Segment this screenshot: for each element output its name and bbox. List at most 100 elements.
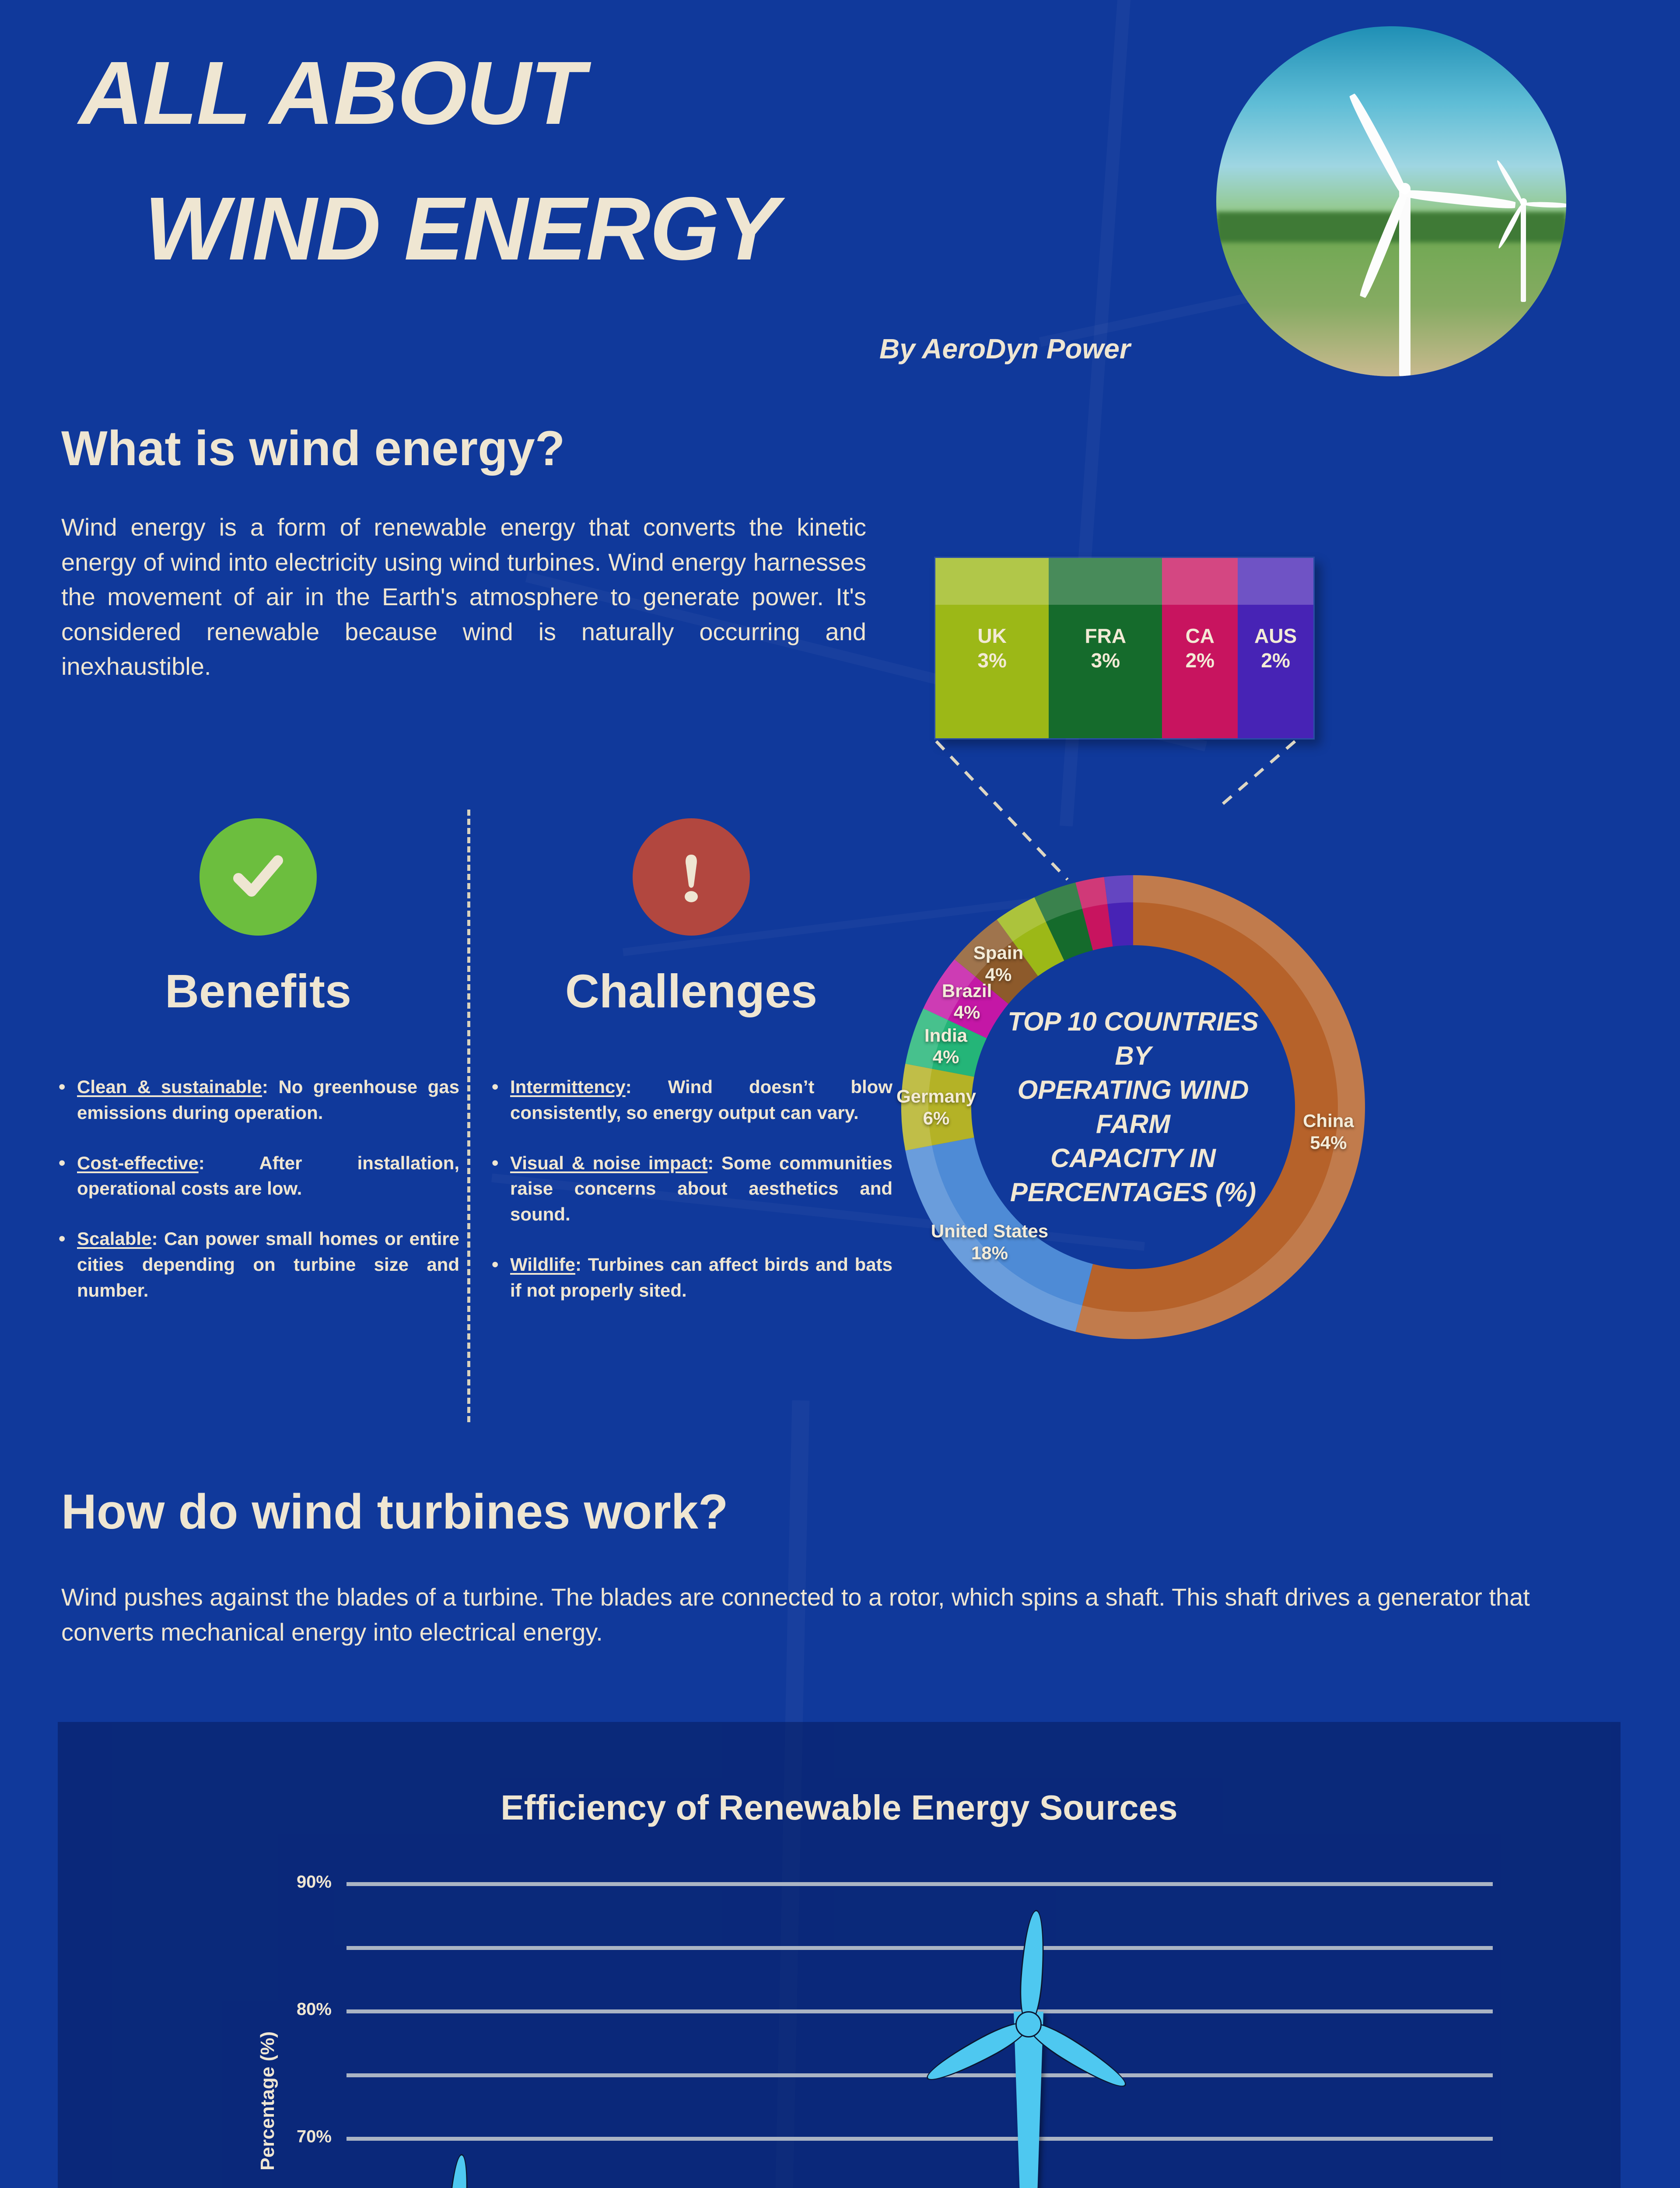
list-item-text: : Some communities raise concerns about … xyxy=(510,1152,892,1225)
donut-slice-label-value: 54% xyxy=(1310,1132,1347,1153)
check-icon xyxy=(200,818,317,936)
callout-segment-name: UK xyxy=(977,624,1007,647)
page-title-line-1: ALL ABOUT xyxy=(79,43,585,143)
list-item: Visual & noise impact: Some communities … xyxy=(490,1150,892,1227)
list-item-term: Intermittency xyxy=(510,1076,626,1097)
callout-segment: CA 2% xyxy=(1162,558,1238,738)
donut-slice-label-name: Brazil xyxy=(942,980,992,1001)
donut-slice-highlight xyxy=(954,919,1013,977)
challenges-heading: Challenges xyxy=(565,964,818,1017)
callout-segment-value: 2% xyxy=(1185,649,1215,672)
efficiency-plot-area: 0%10%20%30%40%50%60%70%80%90%WindSolarHy… xyxy=(297,1872,1493,2188)
donut-slice xyxy=(923,959,1008,1038)
list-item: Wildlife: Turbines can affect birds and … xyxy=(490,1251,892,1304)
column-divider xyxy=(467,810,470,1422)
donut-slice xyxy=(1075,875,1365,1339)
list-item-text: : No greenhouse gas emissions during ope… xyxy=(77,1076,460,1123)
list-item-text: : After installation, operational costs … xyxy=(77,1152,459,1199)
list-item: Clean & sustainable: No greenhouse gas e… xyxy=(57,1073,460,1126)
list-item-text: : Turbines can affect birds and bats if … xyxy=(510,1254,892,1301)
turbine-blade xyxy=(446,2153,471,2188)
header: ALL ABOUT WIND ENERGY By AeroDyn Power xyxy=(0,0,1680,420)
donut-slice-label: United States 18% xyxy=(931,1220,1048,1263)
how-paragraph: Wind pushes against the blades of a turb… xyxy=(61,1583,1530,1646)
donut-chart-top-countries: TOP 10 COUNTRIES BY OPERATING WIND FARM CA… xyxy=(892,792,1374,1422)
donut-callout-bar-chart: UK 3% FRA 3% CA 2% AUS 2% xyxy=(934,557,1315,740)
list-item: Scalable: Can power small homes or entir… xyxy=(57,1225,459,1303)
donut-slice xyxy=(997,897,1064,976)
list-item-text: : Can power small homes or entire cities… xyxy=(77,1228,459,1301)
callout-segment: AUS 2% xyxy=(1238,558,1313,738)
donut-center-line: OPERATING WIND FARM xyxy=(1017,1075,1249,1139)
donut-slice-label-name: Spain xyxy=(973,942,1024,963)
list-item-term: Scalable xyxy=(77,1228,152,1249)
callout-segment-value: 3% xyxy=(1091,649,1120,672)
donut-slice xyxy=(954,919,1038,1004)
donut-center-line: PERCENTAGES (%) xyxy=(1010,1178,1256,1207)
efficiency-chart-title: Efficiency of Renewable Energy Sources xyxy=(500,1788,1178,1827)
challenges-column: Challenges Intermittency: Wind doesn’t b… xyxy=(490,818,892,1328)
donut-slice-highlight xyxy=(1075,877,1108,909)
donut-center-title: TOP 10 COUNTRIES BY OPERATING WIND FARM CA… xyxy=(998,1005,1269,1210)
donut-center-line: CAPACITY IN xyxy=(1050,1143,1216,1173)
donut-slice-highlight xyxy=(905,1145,1082,1332)
callout-segment-value: 3% xyxy=(977,649,1007,672)
byline: By AeroDyn Power xyxy=(879,333,1130,365)
list-item-text: : Wind doesn’t blow consistently, so ene… xyxy=(510,1076,892,1123)
gridline: 80% xyxy=(297,1946,1493,2019)
y-axis-tick: 70% xyxy=(296,2127,332,2146)
turbine-hub xyxy=(1015,2011,1042,2038)
hero-wind-farm-image xyxy=(1216,26,1566,376)
section-heading-how-turbines-work: How do wind turbines work? xyxy=(61,1484,728,1539)
donut-slice xyxy=(1034,882,1093,961)
benefits-column: Benefits Clean & sustainable: No greenho… xyxy=(57,818,459,1328)
donut-slice-label-value: 4% xyxy=(932,1046,959,1067)
challenges-list: Intermittency: Wind doesn’t blow consist… xyxy=(490,1073,892,1304)
list-item: Intermittency: Wind doesn’t blow consist… xyxy=(490,1073,892,1126)
gridline: 50% xyxy=(346,2137,1493,2141)
donut-slice-highlight xyxy=(901,1063,932,1151)
callout-segment: FRA 3% xyxy=(1049,558,1162,738)
list-item: Cost-effective: After installation, oper… xyxy=(57,1150,459,1202)
gridline: 60% xyxy=(346,2073,1493,2077)
donut-slice-label: India 4% xyxy=(924,1024,967,1068)
list-item-term: Wildlife xyxy=(510,1254,575,1275)
donut-slice-label: Spain 4% xyxy=(973,942,1023,985)
donut-slice-highlight xyxy=(997,897,1046,942)
donut-slice-highlight xyxy=(905,1008,948,1069)
donut-slice xyxy=(905,1137,1093,1332)
list-item-term: Cost-effective xyxy=(77,1152,199,1173)
exclamation-icon xyxy=(633,818,750,936)
y-axis-tick: 90% xyxy=(296,1872,332,1892)
callout-segment-name: AUS xyxy=(1254,624,1297,647)
page-title-line-2: WIND ENERGY xyxy=(144,179,778,279)
benefits-heading: Benefits xyxy=(164,964,352,1017)
donut-slice xyxy=(901,1063,974,1151)
list-item-term: Visual & noise impact xyxy=(510,1152,708,1173)
donut-slice-highlight xyxy=(1034,882,1082,922)
gridline: 90% xyxy=(297,1872,1493,1892)
gridline: 70% xyxy=(297,2009,1493,2146)
callout-segment: UK 3% xyxy=(935,558,1049,738)
donut-slice-label-name: India xyxy=(924,1025,968,1046)
donut-svg xyxy=(901,875,1365,1339)
donut-center-line: TOP 10 COUNTRIES BY xyxy=(1008,1007,1259,1070)
callout-segment-name: FRA xyxy=(1085,624,1127,647)
donut-slice-label-value: 4% xyxy=(985,964,1012,985)
efficiency-chart-ylabel: Percentage (%) xyxy=(257,2031,278,2170)
donut-slice xyxy=(905,1008,987,1077)
callout-segment-name: CA xyxy=(1185,624,1215,647)
benefits-list: Clean & sustainable: No greenhouse gas e… xyxy=(57,1073,460,1304)
donut-slice-label: Germany 6% xyxy=(896,1085,976,1129)
donut-slice xyxy=(1075,877,1113,950)
donut-slice-label: Brazil 4% xyxy=(942,980,992,1023)
turbine-blade xyxy=(1017,1909,1048,2025)
donut-slice-label-value: 18% xyxy=(971,1242,1008,1263)
donut-slice xyxy=(1104,875,1133,947)
donut-slice-label-name: Germany xyxy=(896,1086,976,1107)
donut-slice-label-value: 4% xyxy=(953,1002,980,1023)
donut-slice-label-name: China xyxy=(1303,1110,1354,1131)
donut-slice-highlight xyxy=(923,959,976,1020)
callout-leader-lines xyxy=(935,740,1296,881)
